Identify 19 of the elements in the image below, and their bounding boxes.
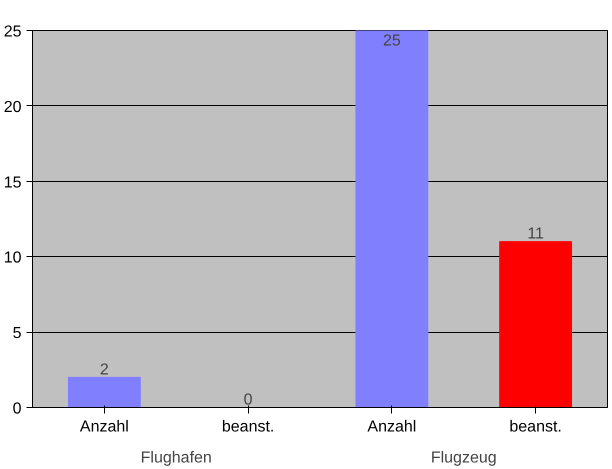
bar [68, 376, 141, 408]
bar [499, 241, 572, 408]
text: Flughafen [140, 450, 212, 466]
y-tick-label: 0 [12, 400, 22, 418]
data-label: 25 [382, 32, 401, 50]
data-label: 0 [244, 392, 253, 408]
data-label: 11 [527, 226, 544, 243]
x-tick-label: beanst. [509, 418, 562, 436]
x-tick-label: Anzahl [367, 418, 416, 436]
text: Flugzeug [430, 450, 497, 466]
y-tick-label: 20 [4, 98, 22, 116]
bar [355, 30, 428, 408]
y-tick-label: 5 [12, 325, 22, 342]
y-tick-label: 25 [4, 24, 22, 40]
x-tick-label: beanst. [222, 418, 274, 436]
y-tick-label: 10 [4, 250, 22, 267]
x-tick-label: Anzahl [80, 418, 129, 436]
data-label: 2 [100, 361, 109, 378]
y-tick-label: 15 [4, 174, 22, 192]
